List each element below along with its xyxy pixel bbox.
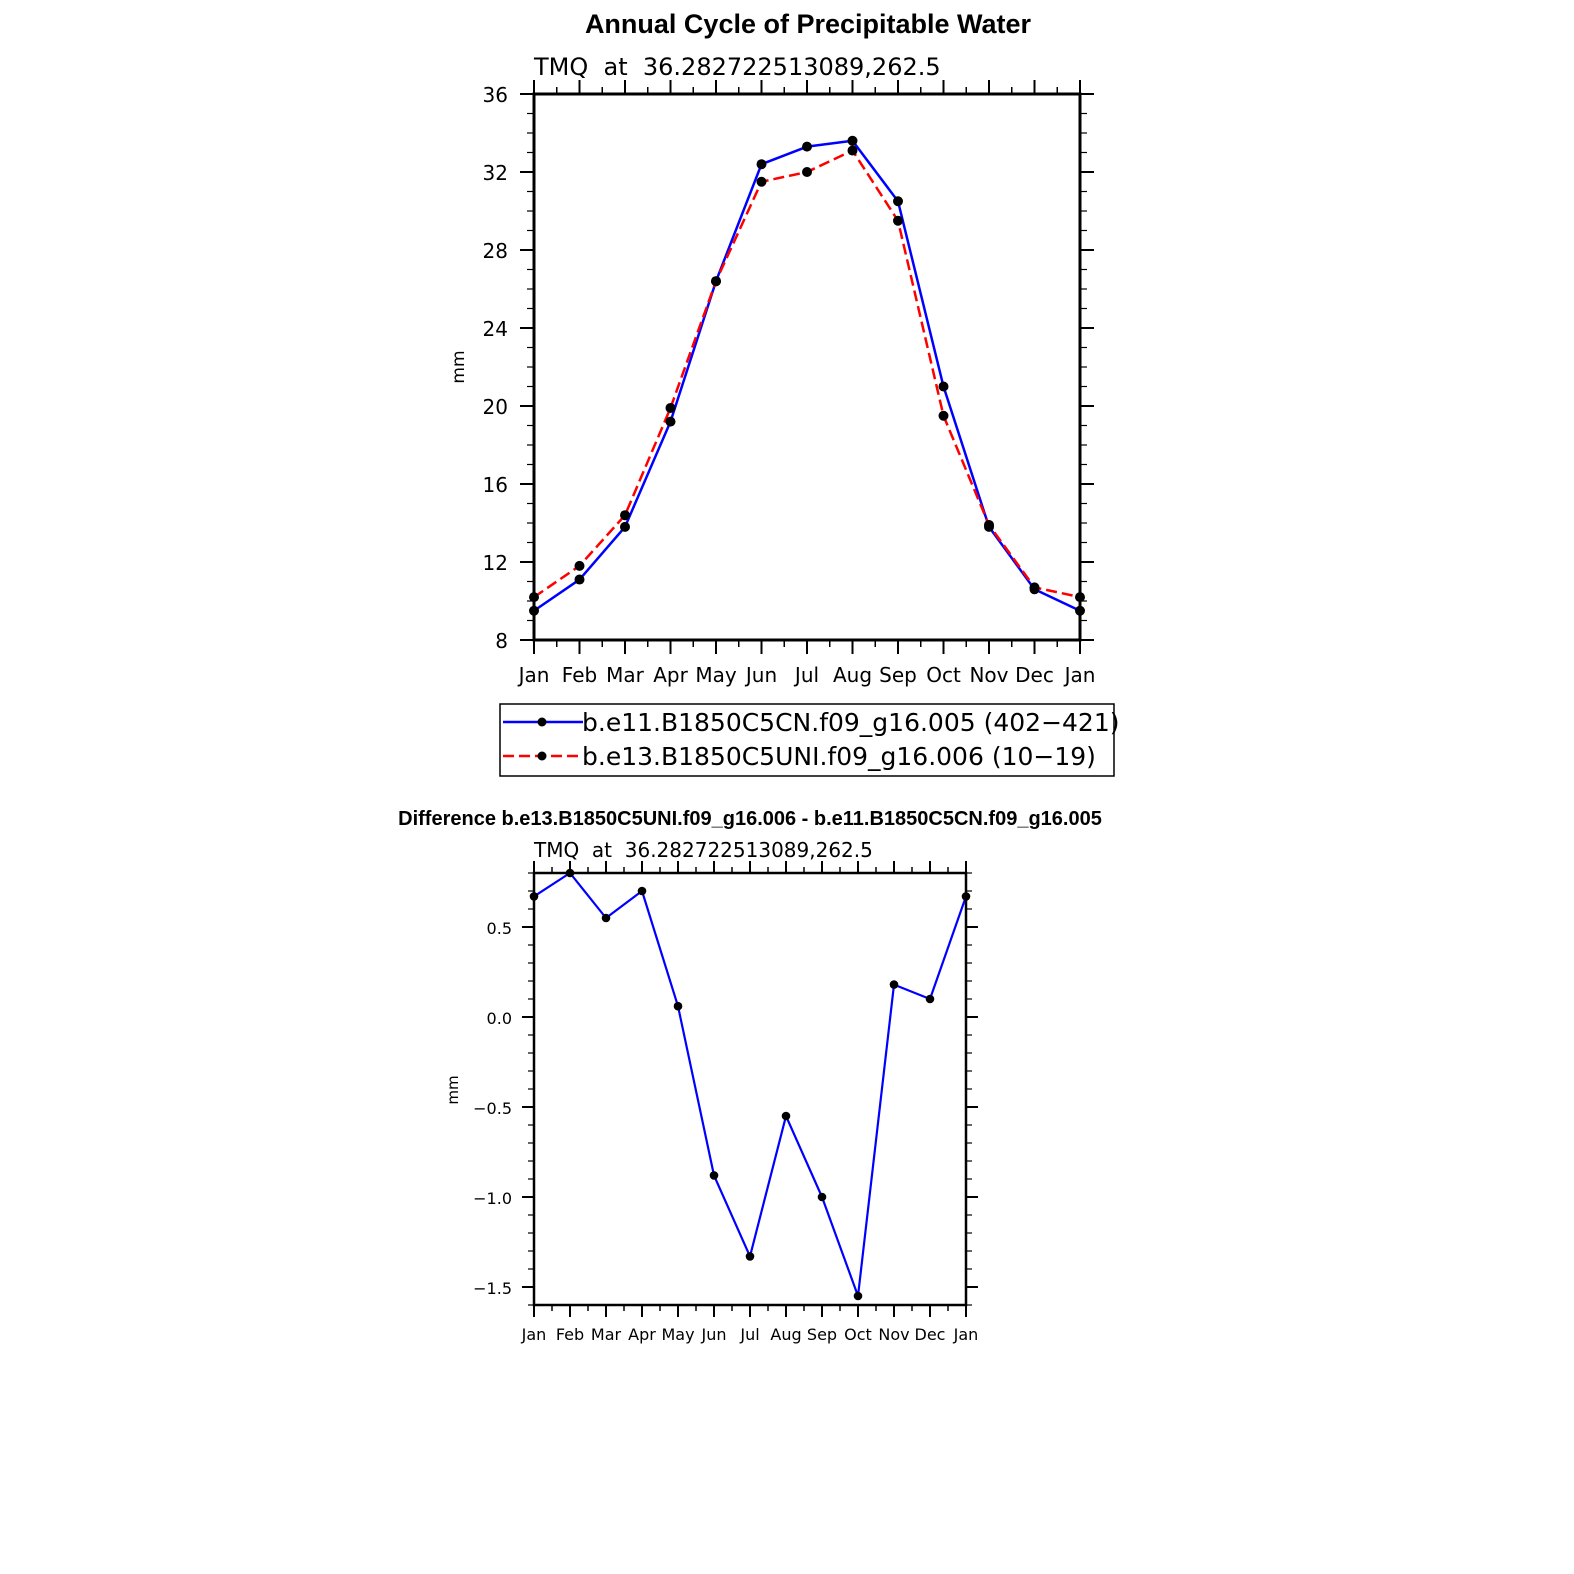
legend-marker-series-1 — [537, 717, 547, 727]
legend-marker-series-2 — [537, 751, 547, 761]
data-point-series-1 — [961, 892, 971, 901]
data-point-series-1 — [745, 1252, 755, 1261]
chart-title: Annual Cycle of Precipitable Water — [585, 9, 1032, 39]
x-tick-label: Jan — [517, 663, 550, 687]
data-point-series-1 — [853, 1291, 863, 1301]
chart-left-string: TMQ at 36.282722513089,262.5 — [533, 53, 941, 81]
x-tick-label: Jun — [744, 663, 777, 687]
data-point-series-2 — [847, 145, 858, 156]
series-line-2 — [533, 149, 1081, 599]
data-point-series-2 — [711, 276, 721, 287]
x-tick-label: Mar — [591, 1325, 622, 1344]
x-tick-label: Nov — [969, 663, 1008, 687]
data-point-series-1 — [529, 892, 539, 901]
x-tick-label: May — [695, 663, 737, 687]
x-tick-label: Jun — [701, 1325, 727, 1344]
x-tick-label: Jul — [739, 1325, 759, 1344]
y-tick-label: −1.0 — [473, 1189, 512, 1208]
data-point-series-2 — [938, 410, 949, 421]
series-line-1 — [533, 139, 1081, 612]
y-tick-label: 0.0 — [487, 1009, 512, 1028]
data-point-series-1 — [817, 1192, 827, 1202]
x-tick-label: Oct — [844, 1325, 872, 1344]
annual-cycle-plot: Jan Feb Mar Apr May Jun Jul Aug Sep Oct Nov Dec Jan 8… — [483, 80, 1096, 687]
data-point-series-2 — [893, 215, 903, 226]
data-point-series-2 — [665, 402, 676, 413]
data-point-series-1 — [565, 868, 575, 878]
data-point-series-1 — [889, 980, 899, 989]
x-tick-label: Aug — [833, 663, 872, 687]
x-tick-label: Jan — [521, 1325, 547, 1344]
legend-box — [499, 703, 1115, 777]
y-tick-label: 16 — [483, 473, 508, 497]
y-tick-label: −0.5 — [473, 1099, 512, 1118]
y-tick-label: 12 — [483, 551, 508, 575]
data-point-series-2 — [1029, 582, 1040, 593]
series-line-1 — [533, 871, 968, 1298]
x-tick-label: Sep — [807, 1325, 837, 1344]
y-tick-label: 24 — [483, 317, 508, 341]
x-tick-label: Aug — [770, 1325, 801, 1344]
data-point-series-1 — [637, 886, 647, 896]
y-tick-label: −1.5 — [473, 1279, 512, 1298]
x-tick-label: Nov — [878, 1325, 909, 1344]
x-tick-label: Sep — [879, 663, 917, 687]
x-tick-label: Feb — [562, 663, 597, 687]
x-tick-label: Oct — [926, 663, 961, 687]
x-tick-label: Feb — [556, 1325, 584, 1344]
data-point-series-2 — [984, 519, 994, 530]
data-point-series-1 — [709, 1171, 719, 1180]
y-tick-label: 32 — [483, 161, 508, 185]
x-tick-label: Dec — [1015, 663, 1054, 687]
x-tick-label: Mar — [606, 663, 645, 687]
data-point-series-2 — [574, 560, 585, 571]
data-point-series-1 — [756, 159, 767, 170]
data-point-series-1 — [673, 1001, 683, 1011]
x-tick-label: Apr — [653, 663, 688, 687]
data-point-series-2 — [802, 167, 812, 177]
data-point-series-2 — [756, 176, 767, 187]
data-point-series-1 — [601, 913, 611, 923]
data-point-series-2 — [620, 510, 630, 521]
plot-frame — [532, 871, 968, 1307]
difference-plot: Jan Feb Mar Apr May Jun Jul Aug Sep Oct Nov Dec Jan −… — [473, 861, 978, 1344]
data-point-series-1 — [938, 381, 949, 392]
data-point-series-2 — [529, 592, 539, 603]
y-axis-label: mm — [449, 350, 469, 383]
legend-label-series-2: b.e13.B1850C5UNI.f09_g16.006 (10−19) — [582, 742, 1096, 771]
data-point-series-1 — [665, 416, 676, 427]
data-point-series-1 — [925, 994, 935, 1004]
data-point-series-1 — [893, 196, 903, 207]
y-tick-label: 36 — [483, 83, 508, 107]
data-point-series-1 — [1075, 605, 1085, 616]
data-point-series-1 — [802, 141, 812, 152]
difference-y-axis-label: mm — [444, 1075, 462, 1104]
y-tick-label: 28 — [483, 239, 508, 263]
y-tick-label: 8 — [495, 629, 508, 653]
data-point-series-1 — [574, 574, 585, 585]
data-point-series-1 — [620, 521, 630, 532]
x-tick-label: Jul — [793, 663, 819, 687]
y-tick-label: 0.5 — [487, 919, 512, 938]
x-tick-label: Apr — [628, 1325, 656, 1344]
legend: b.e11.B1850C5CN.f09_g16.005 (402−421) b.… — [499, 703, 1120, 777]
difference-chart-title: Difference b.e13.B1850C5UNI.f09_g16.006 … — [398, 808, 1102, 830]
x-tick-label: Dec — [915, 1325, 946, 1344]
x-tick-label: Jan — [953, 1325, 979, 1344]
y-tick-label: 20 — [483, 395, 508, 419]
difference-chart-left-string: TMQ at 36.282722513089,262.5 — [533, 838, 873, 862]
x-tick-label: May — [661, 1325, 694, 1344]
data-point-series-1 — [847, 135, 858, 146]
data-point-series-1 — [529, 605, 539, 616]
data-point-series-2 — [1075, 592, 1085, 603]
legend-label-series-1: b.e11.B1850C5CN.f09_g16.005 (402−421) — [582, 708, 1120, 737]
data-point-series-1 — [781, 1111, 791, 1121]
x-tick-label: Jan — [1063, 663, 1096, 687]
